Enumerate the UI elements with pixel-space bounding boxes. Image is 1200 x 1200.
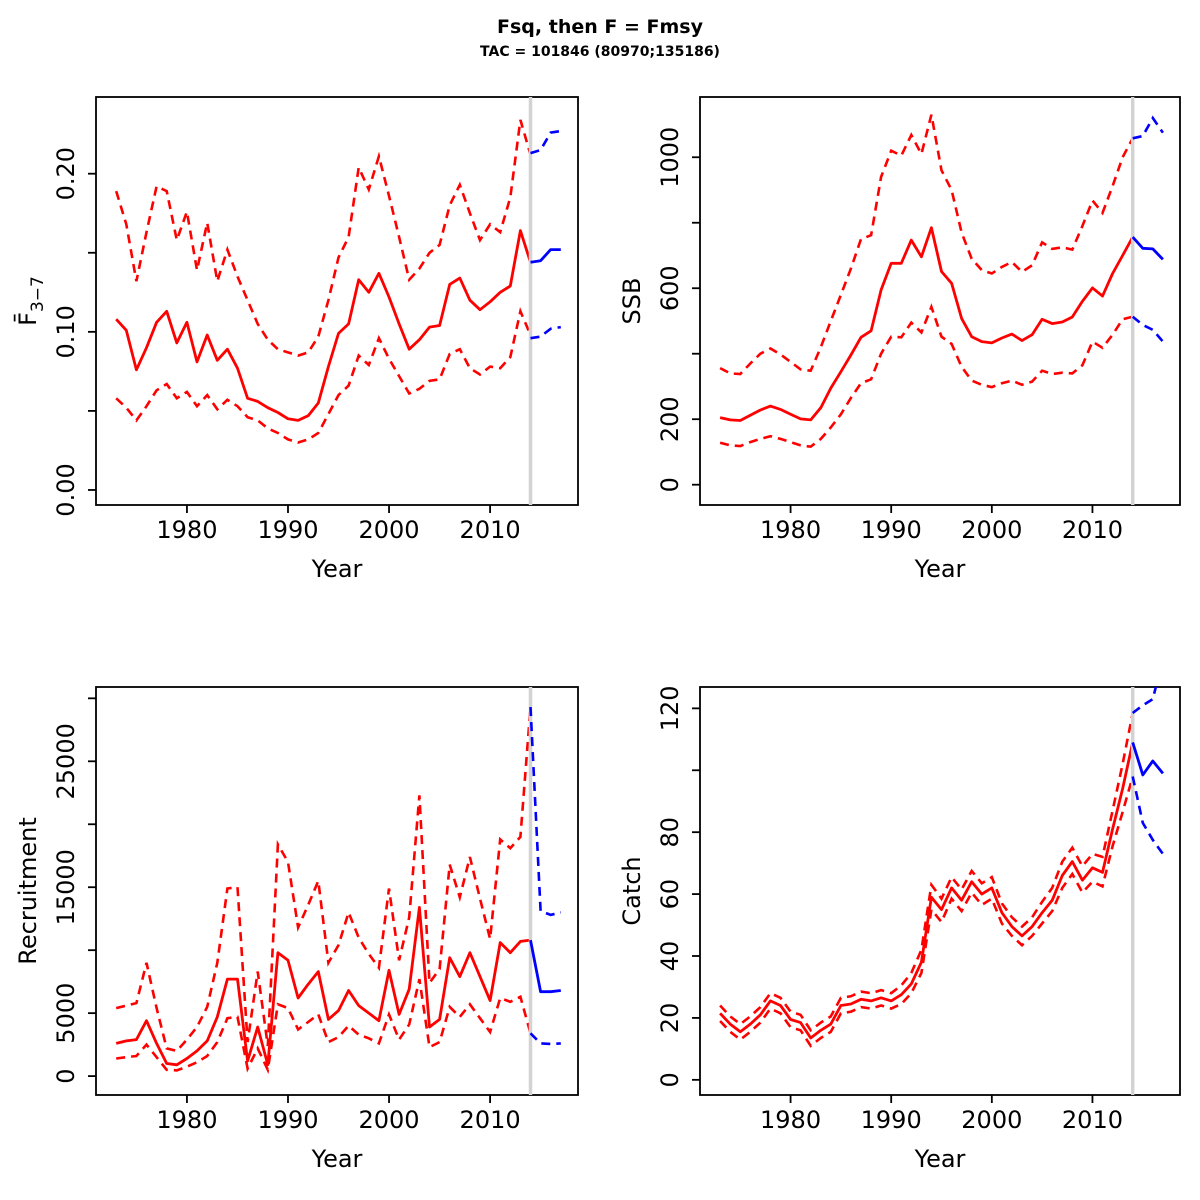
fbar-x-axis-title: Year [311,555,363,583]
catch-plot-box [699,686,1181,1096]
ssb-series [719,114,1134,449]
fbar-plot-box [95,96,579,506]
x-tick-label: 1980 [156,516,217,544]
x-tick-label: 1990 [257,1106,318,1134]
ssb-plot-box [699,96,1181,506]
y-tick-label: 0 [656,477,684,492]
fbar-ci-lower-forecast [530,325,562,340]
figure-title: Fsq, then F = Fmsy [497,16,703,38]
x-tick-label: 1990 [861,516,922,544]
x-tick-label: 2000 [961,516,1022,544]
x-tick-label: 2010 [460,516,521,544]
ssb-forecast-series [1131,115,1164,343]
y-tick-label: 15000 [52,849,80,925]
panel-catch: 1980 1990 2000 2010 0 20 40 60 80 120 Year Catch [618,685,1181,1173]
ssb-ci-lower-forecast [1131,315,1164,343]
recruitment-y-axis-title: Recruitment [14,817,42,964]
y-tick-label: 200 [656,396,684,442]
recruitment-ci-lower-history [116,978,532,1075]
recruitment-median-forecast [529,939,561,994]
fbar-ci-upper-forecast [530,129,562,155]
y-tick-label: 1000 [656,127,684,188]
x-tick-label: 1990 [257,516,318,544]
y-tick-label: 0.20 [52,147,80,200]
catch-median-history [719,742,1135,1040]
ssb-y-axis-title: SSB [618,278,646,325]
x-tick-label: 2000 [359,516,420,544]
recruitment-ci-upper-history [115,706,532,1053]
y-tick-label: 0 [52,1068,80,1083]
recruitment-plot-box [95,686,579,1096]
y-tick-label: 80 [656,817,684,848]
y-tick-label: 20 [656,1003,684,1034]
catch-x-axis-title: Year [914,1145,966,1173]
ssb-median-history [719,226,1134,422]
fbar-series [114,119,532,444]
catch-forecast-series [1131,687,1164,855]
fbar-y-axis-title: F̄3−7 [13,276,48,326]
fbar-median-history [115,229,532,422]
y-tick-label: 40 [656,941,684,972]
y-tick-label: 5000 [52,983,80,1044]
ssb-median-forecast [1131,236,1164,261]
recruitment-forecast-series [529,707,562,1046]
panel-recruitment: 1980 1990 2000 2010 0 5000 15000 25000 Year Recru… [14,686,579,1173]
y-tick-label: 25000 [52,723,80,799]
catch-y-axis-title: Catch [618,856,646,925]
panel-ssb: 1980 1990 2000 2010 0 200 600 1000 Year SSB [618,96,1181,583]
catch-median-forecast [1131,741,1164,777]
y-tick-label: 0.00 [52,463,80,516]
recruitment-ci-upper-forecast [529,707,562,917]
x-tick-label: 1980 [760,1106,821,1134]
fbar-median-forecast [530,248,561,264]
catch-ci-lower-forecast [1131,776,1164,855]
y-tick-label: 60 [656,879,684,910]
ssb-x-axis-title: Year [914,555,966,583]
catch-ci-lower-history [719,776,1134,1048]
y-tick-label: 600 [656,265,684,311]
x-tick-label: 1980 [156,1106,217,1134]
figure-subtitle: TAC = 101846 (80970;135186) [480,44,720,60]
x-tick-label: 1990 [861,1106,922,1134]
x-tick-label: 2000 [359,1106,420,1134]
fbar-ci-lower-history [115,307,532,444]
catch-ci-upper-history [719,712,1134,1033]
x-tick-label: 2000 [961,1106,1022,1134]
recruitment-median-history [115,906,531,1067]
x-tick-label: 2010 [1062,1106,1123,1134]
fbar-forecast-series [530,129,562,340]
catch-ci-upper-forecast [1131,687,1158,715]
x-tick-label: 1980 [760,516,821,544]
x-tick-label: 2010 [1062,516,1123,544]
y-tick-label: 0.10 [52,305,80,358]
fbar-ci-upper-history [114,119,532,357]
x-tick-label: 2010 [460,1106,521,1134]
ssb-ci-upper-history [719,114,1134,376]
recruitment-ci-lower-forecast [529,1032,561,1046]
recruitment-x-axis-title: Year [311,1145,363,1173]
ssb-ci-upper-forecast [1132,115,1164,140]
ssb-ci-lower-history [719,303,1134,449]
recruitment-series [115,706,532,1075]
panel-fbar: 1980 1990 2000 2010 0.00 0.10 0.20 Year F̄3−7 [13,96,579,583]
catch-series [719,712,1135,1048]
y-tick-label: 120 [656,685,684,731]
y-tick-label: 0 [656,1072,684,1087]
